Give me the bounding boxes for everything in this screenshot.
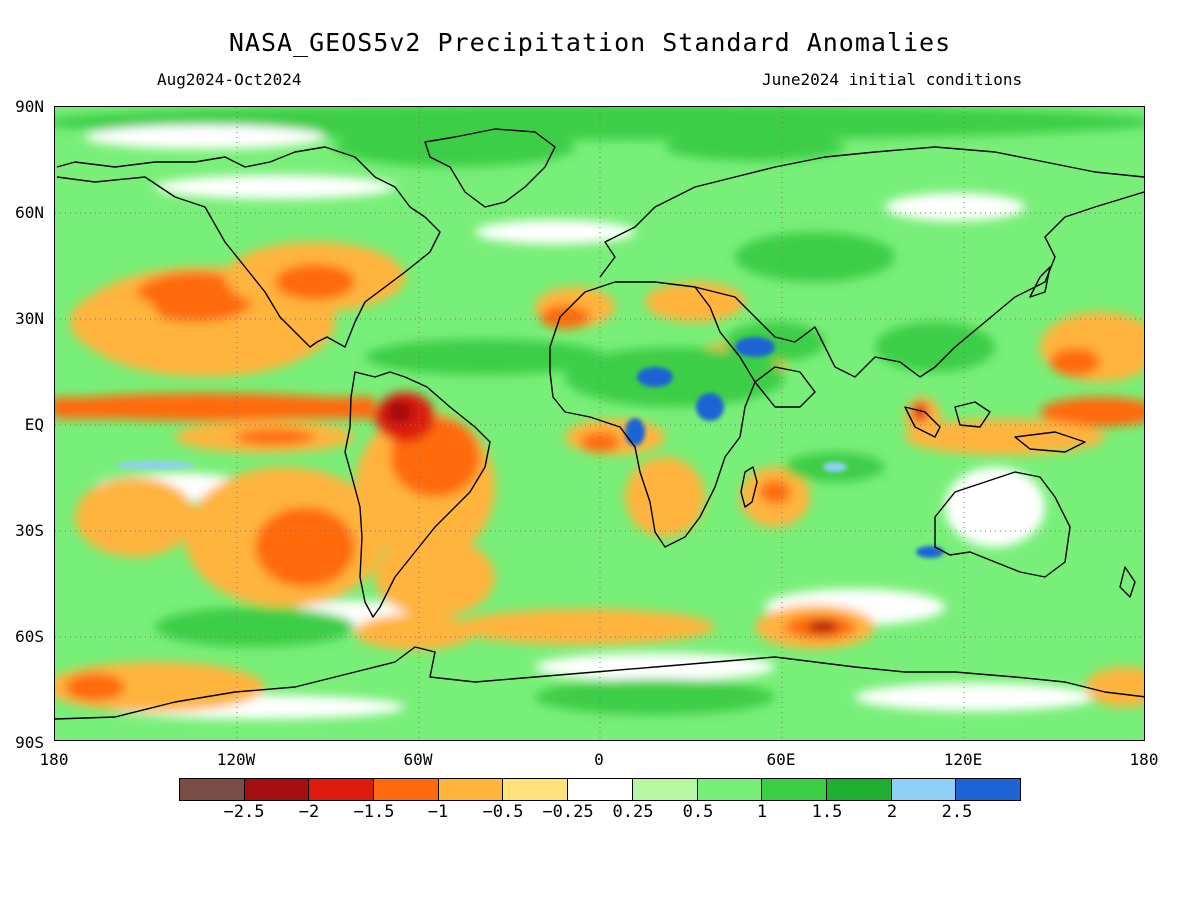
- colorbar-label: 1.5: [811, 802, 843, 822]
- colorbar-label: 2: [886, 802, 898, 822]
- colorbar-label: 0.5: [682, 802, 714, 822]
- lon-label-180w: 180: [39, 750, 69, 769]
- lon-label-120e: 120E: [943, 750, 983, 769]
- initial-conditions: June2024 initial conditions: [762, 70, 1023, 89]
- colorbar-label: 2.5: [941, 802, 973, 822]
- colorbar-swatch: [891, 779, 957, 800]
- colorbar-label: −0.5: [482, 802, 524, 822]
- forecast-period: Aug2024-Oct2024: [157, 70, 302, 89]
- colorbar-swatch: [438, 779, 504, 800]
- colorbar: [179, 778, 1021, 801]
- colorbar-label: 1: [756, 802, 768, 822]
- anomaly-map: [54, 106, 1145, 741]
- colorbar-label: −1: [427, 802, 449, 822]
- lon-label-60w: 60W: [403, 750, 433, 769]
- strong-wet-patches: [115, 337, 944, 558]
- lon-label-60e: 60E: [766, 750, 796, 769]
- lon-label-180e: 180: [1129, 750, 1159, 769]
- lat-label-90n: 90N: [15, 97, 44, 116]
- lat-label-60n: 60N: [15, 203, 44, 222]
- colorbar-swatch: [762, 779, 827, 800]
- colorbar-label: −2: [298, 802, 320, 822]
- lat-label-30s: 30S: [15, 521, 44, 540]
- colorbar-label: −0.25: [542, 802, 594, 822]
- anomaly-blobs: [55, 107, 1144, 719]
- lon-label-0: 0: [594, 750, 604, 769]
- colorbar-label: −2.5: [223, 802, 265, 822]
- colorbar-swatch: [180, 779, 245, 800]
- colorbar-swatch: [568, 779, 633, 800]
- lat-label-60s: 60S: [15, 627, 44, 646]
- colorbar-label: 0.25: [612, 802, 654, 822]
- colorbar-swatch: [374, 779, 439, 800]
- colorbar-swatch: [632, 779, 698, 800]
- colorbar-swatch: [697, 779, 763, 800]
- lon-label-120w: 120W: [216, 750, 256, 769]
- colorbar-swatch: [826, 779, 892, 800]
- coastlines: [55, 128, 1144, 720]
- anomaly-field: [55, 107, 1144, 740]
- colorbar-swatch: [309, 779, 375, 800]
- map-title: NASA_GEOS5v2 Precipitation Standard Anom…: [228, 28, 952, 57]
- lat-label-eq: EQ: [24, 415, 44, 434]
- lat-label-30n: 30N: [15, 309, 44, 328]
- colorbar-swatch: [956, 779, 1020, 800]
- colorbar-swatch: [503, 779, 569, 800]
- colorbar-label: −1.5: [353, 802, 395, 822]
- colorbar-swatch: [244, 779, 310, 800]
- lat-label-90s: 90S: [15, 733, 44, 752]
